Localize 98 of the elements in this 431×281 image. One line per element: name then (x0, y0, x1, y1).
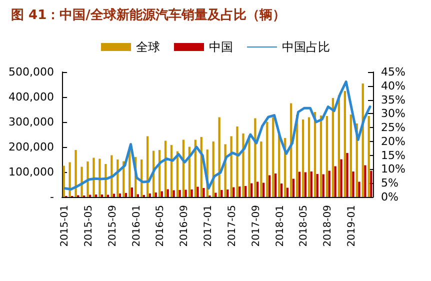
y2-tick-label: 25% (381, 121, 406, 134)
bar (184, 190, 187, 197)
legend-label: 全球 (136, 40, 160, 54)
y-tick-label: 200,000 (8, 140, 54, 154)
y-tick-label: - (50, 190, 54, 204)
bar (62, 166, 65, 197)
x-tick-label: 2018-05 (298, 205, 310, 247)
y2-tick-label: 45% (381, 66, 406, 78)
bar (308, 117, 310, 197)
bar (172, 190, 175, 197)
x-tick-label: 2017-09 (250, 205, 262, 247)
y-tick-label: 500,000 (8, 66, 54, 78)
y2-tick-label: 40% (381, 79, 406, 92)
bar (92, 158, 95, 197)
bar (286, 188, 289, 197)
bar (178, 190, 181, 197)
x-tick-label: 2016-05 (155, 205, 166, 247)
bar (350, 114, 352, 197)
x-tick-label: 2017-05 (226, 205, 238, 247)
x-tick-label: 2016-09 (179, 205, 190, 247)
y2-tick-label: 15% (381, 148, 406, 162)
bar (358, 182, 360, 197)
bar (292, 178, 294, 197)
bar (160, 191, 163, 197)
y2-tick-label: 10% (381, 162, 406, 176)
bar (266, 122, 268, 197)
bar (256, 182, 259, 197)
bar (242, 134, 244, 197)
legend-label: 中国占比 (282, 40, 330, 54)
y-tick-label: 400,000 (8, 90, 54, 104)
bar (302, 120, 304, 197)
x-tick-label: 2017-01 (203, 205, 214, 247)
bar (322, 174, 324, 197)
bar (346, 153, 348, 197)
bar (326, 116, 328, 197)
bar (272, 117, 274, 197)
bar (254, 118, 256, 197)
bar (310, 172, 312, 197)
y2-tick-label: 20% (381, 134, 406, 148)
bar (238, 186, 241, 197)
bar (86, 162, 89, 197)
bar (214, 192, 217, 197)
bar (304, 172, 306, 197)
x-tick-label: 2018-01 (274, 205, 286, 247)
bar (260, 142, 262, 197)
bar (220, 190, 223, 197)
bar (190, 190, 193, 197)
x-tick-label: 2015-05 (83, 205, 94, 247)
x-tick-label: 2015-09 (107, 205, 118, 247)
x-tick-label: 2015-01 (59, 205, 70, 247)
bar (154, 192, 157, 197)
bar (244, 186, 247, 197)
bar (368, 116, 370, 197)
x-tick-label: 2019-01 (346, 205, 358, 247)
bar (334, 166, 336, 197)
legend-label: 中国 (209, 40, 233, 54)
bar (268, 175, 271, 197)
y2-tick-label: 35% (381, 93, 406, 106)
bar (298, 172, 300, 197)
bar (340, 159, 342, 197)
bar (118, 194, 122, 197)
line-series (64, 80, 372, 190)
y2-tick-label: 0% (381, 190, 398, 204)
bar (262, 182, 265, 197)
bar (124, 193, 128, 197)
x-tick-label: 2018-09 (322, 205, 334, 247)
y-tick-label: 300,000 (8, 116, 54, 128)
bar (280, 184, 283, 197)
bar (74, 150, 77, 197)
bar (364, 165, 366, 197)
bar (98, 158, 101, 197)
bar (332, 98, 334, 197)
bar (230, 136, 232, 197)
bar (236, 126, 238, 197)
bar (226, 190, 229, 197)
chart-title: 图 41：中国/全球新能源汽车销量及占比（辆） (11, 7, 286, 23)
x-tick-label: 2016-01 (131, 205, 142, 247)
bar (316, 174, 318, 197)
bar (232, 187, 235, 197)
bar (80, 166, 83, 197)
bar (196, 186, 199, 197)
bar (130, 188, 134, 197)
bar (202, 188, 205, 197)
bar (248, 136, 250, 197)
bar (274, 174, 277, 197)
y2-tick-label: 5% (381, 176, 398, 190)
bar (352, 172, 354, 197)
bar (166, 189, 169, 197)
bar (344, 91, 346, 197)
y2-tick-label: 30% (381, 107, 406, 120)
bar (320, 116, 322, 197)
bar (68, 162, 71, 197)
y-tick-label: 100,000 (8, 166, 54, 178)
bar (370, 170, 372, 197)
bar (328, 170, 330, 197)
bar (218, 117, 220, 197)
bar (250, 183, 253, 197)
bar (148, 194, 151, 197)
